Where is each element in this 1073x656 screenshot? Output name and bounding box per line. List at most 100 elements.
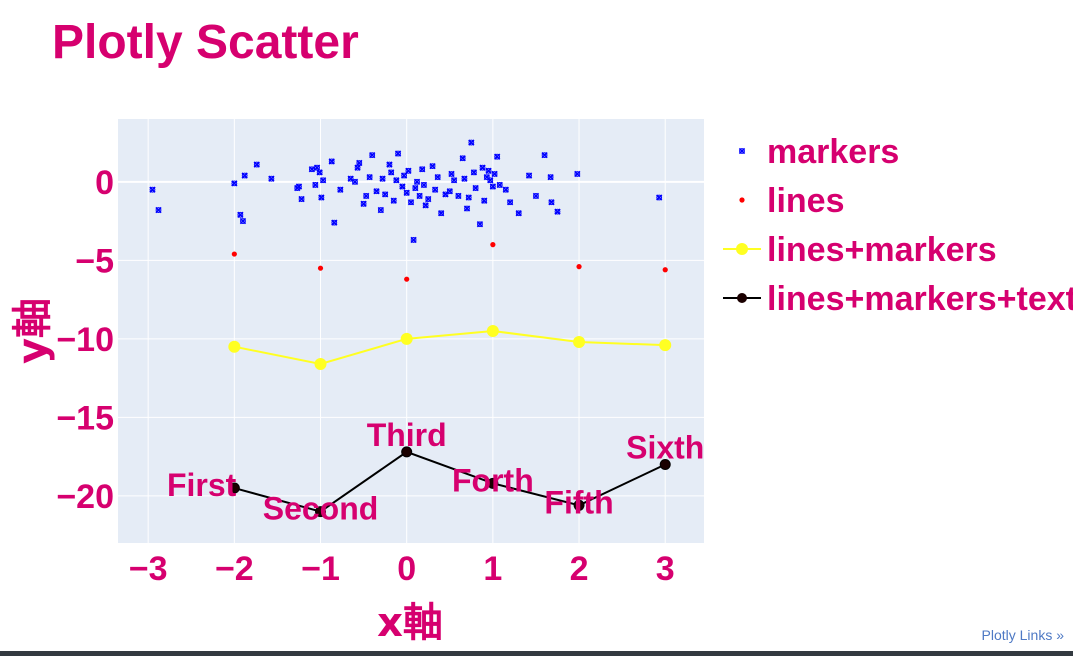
data-point bbox=[574, 170, 581, 178]
data-point bbox=[479, 164, 486, 171]
data-point bbox=[315, 506, 327, 518]
y-tick-label: −20 bbox=[56, 478, 114, 516]
legend-item[interactable]: lines+markers bbox=[723, 231, 997, 269]
data-point bbox=[420, 181, 428, 189]
y-tick-label: −10 bbox=[56, 321, 114, 359]
data-point bbox=[573, 335, 586, 348]
data-point bbox=[416, 192, 423, 200]
legend-label: lines+markers+text bbox=[767, 280, 1073, 318]
y-tick-label: 0 bbox=[95, 164, 114, 202]
data-point bbox=[404, 276, 410, 282]
legend-label: lines bbox=[767, 182, 844, 220]
series-line bbox=[234, 329, 666, 366]
legend-item[interactable]: lines+markers+text bbox=[723, 280, 1073, 318]
data-point bbox=[237, 211, 244, 218]
data-point bbox=[476, 221, 484, 228]
data-point bbox=[231, 251, 237, 257]
data-point bbox=[369, 151, 376, 159]
data-point bbox=[312, 181, 319, 189]
data-point bbox=[412, 184, 419, 192]
legend-label: lines+markers bbox=[767, 231, 997, 269]
data-point bbox=[298, 195, 305, 203]
data-point bbox=[308, 166, 316, 173]
data-point bbox=[228, 482, 240, 494]
data-point bbox=[231, 180, 238, 187]
data-point bbox=[662, 267, 668, 273]
data-point bbox=[481, 197, 488, 204]
data-point bbox=[386, 161, 393, 168]
data-point bbox=[532, 192, 540, 200]
series-line bbox=[234, 450, 666, 513]
series-0 bbox=[149, 139, 663, 244]
data-point bbox=[319, 177, 327, 184]
legend-symbol bbox=[739, 197, 745, 203]
data-point bbox=[431, 186, 439, 193]
data-point bbox=[541, 151, 548, 159]
data-point bbox=[228, 340, 241, 353]
data-point bbox=[400, 332, 413, 345]
data-point bbox=[403, 189, 410, 196]
data-point bbox=[363, 192, 370, 200]
data-point bbox=[253, 161, 260, 168]
data-point bbox=[515, 210, 522, 217]
point-text-label: Second bbox=[263, 491, 379, 527]
point-text-label: First bbox=[167, 467, 237, 503]
data-point bbox=[360, 200, 367, 207]
data-point bbox=[393, 177, 400, 184]
data-point bbox=[576, 264, 582, 270]
data-point bbox=[486, 325, 499, 337]
data-point bbox=[318, 194, 325, 201]
data-point bbox=[239, 217, 247, 225]
data-point bbox=[313, 164, 321, 171]
data-point bbox=[485, 167, 492, 174]
data-point bbox=[379, 175, 386, 182]
data-point bbox=[487, 477, 499, 489]
data-point bbox=[490, 242, 496, 248]
data-point bbox=[554, 208, 561, 215]
data-point bbox=[472, 184, 479, 192]
data-point bbox=[377, 206, 385, 214]
data-point bbox=[268, 175, 275, 182]
bottom-bar bbox=[0, 651, 1073, 656]
data-point bbox=[434, 173, 441, 181]
point-text-label: Fifth bbox=[544, 484, 613, 520]
data-point bbox=[489, 183, 497, 190]
chart-title: Plotly Scatter bbox=[52, 16, 359, 69]
legend-item[interactable]: markers bbox=[738, 133, 899, 171]
data-point bbox=[548, 199, 555, 206]
data-point bbox=[295, 183, 303, 190]
data-point bbox=[373, 188, 380, 195]
x-tick-label: 0 bbox=[397, 550, 416, 588]
data-point bbox=[463, 205, 471, 212]
data-point bbox=[410, 236, 417, 244]
x-axis-title: x軸 bbox=[377, 600, 443, 646]
data-point bbox=[381, 191, 389, 198]
data-point bbox=[656, 194, 663, 201]
legend-item[interactable]: lines bbox=[739, 182, 844, 220]
data-point bbox=[316, 169, 323, 176]
data-point bbox=[506, 199, 514, 206]
x-tick-label: 3 bbox=[656, 550, 675, 588]
series-1 bbox=[231, 242, 668, 282]
data-point bbox=[429, 162, 436, 170]
data-point bbox=[337, 186, 344, 193]
data-point bbox=[446, 188, 453, 195]
data-point bbox=[149, 186, 156, 193]
legend[interactable]: markers lines lines+markers lines+markers+t… bbox=[723, 133, 1073, 318]
data-point bbox=[448, 170, 455, 178]
data-point bbox=[405, 167, 412, 174]
data-point bbox=[487, 177, 494, 184]
data-point bbox=[155, 206, 162, 214]
point-text-label: Sixth bbox=[626, 429, 704, 465]
y-axis-ticks: 0 −5 −10 −15 −20 bbox=[56, 164, 114, 516]
data-point bbox=[407, 199, 415, 206]
data-point bbox=[494, 153, 501, 160]
data-point bbox=[491, 170, 498, 178]
data-point bbox=[470, 169, 478, 176]
plotly-links-link[interactable]: Plotly Links » bbox=[981, 627, 1064, 643]
data-point bbox=[422, 202, 429, 209]
x-tick-label: −3 bbox=[129, 550, 168, 588]
y-axis-title: y軸 bbox=[10, 298, 56, 364]
